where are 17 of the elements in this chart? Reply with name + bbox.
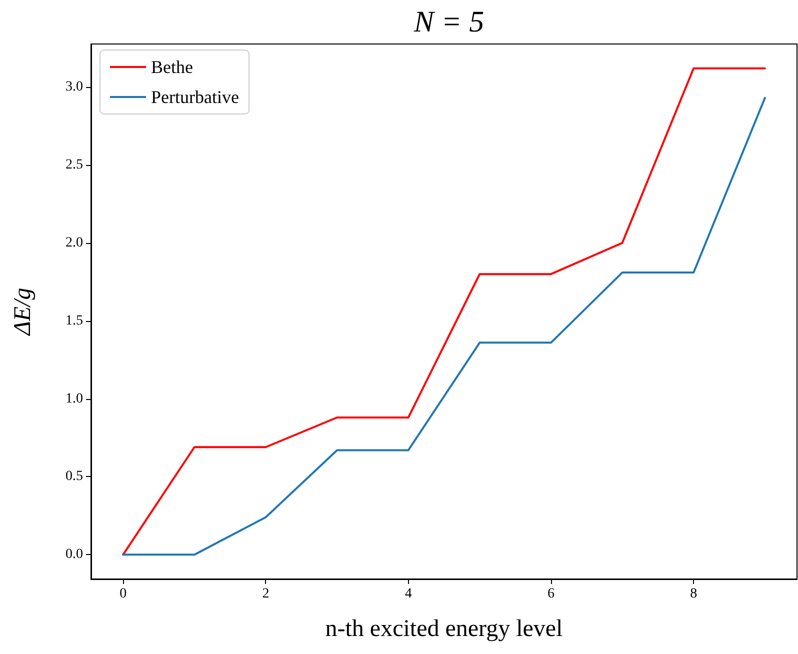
x-tick-label: 0 [120, 586, 127, 602]
x-tick-label: 4 [404, 586, 412, 602]
x-tick-label: 8 [690, 586, 698, 602]
legend-label: Bethe [151, 57, 193, 77]
x-axis-title: n-th excited energy level [325, 616, 564, 642]
y-tick-label: 1.0 [66, 391, 83, 406]
y-tick-label: 0.5 [66, 469, 83, 484]
y-tick-label: 0.0 [66, 547, 83, 562]
y-tick-label: 2.0 [66, 235, 83, 250]
chart-title: N = 5 [412, 6, 484, 38]
legend-label: Perturbative [151, 87, 239, 107]
y-axis-title: ΔE/g [10, 288, 36, 336]
y-tick-label: 1.5 [66, 313, 83, 328]
y-tick-label: 3.0 [66, 80, 83, 95]
x-tick-label: 6 [547, 586, 554, 602]
y-tick-label: 2.5 [66, 157, 83, 172]
x-tick-label: 2 [262, 586, 270, 602]
